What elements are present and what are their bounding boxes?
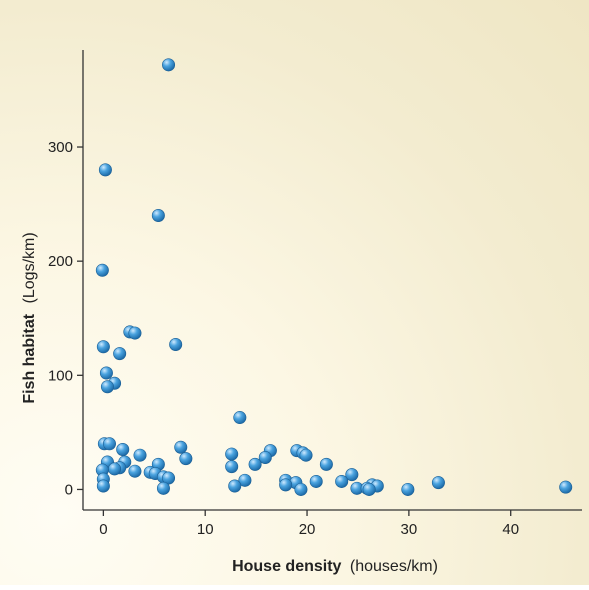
data-point [98,163,112,177]
data-point [431,476,445,490]
data-point [299,448,313,462]
data-point [233,411,247,425]
y-tick-label: 100 [48,367,73,384]
data-point [248,457,262,471]
data-point [96,340,110,354]
data-point [108,462,122,476]
data-point [100,380,114,394]
data-point [294,482,308,496]
data-point [156,481,170,495]
x-axis-title: House density (houses/km) [232,558,438,575]
data-point [95,263,109,277]
data-point [162,58,176,72]
data-point [116,443,130,457]
data-point [179,452,193,466]
data-point [279,478,293,492]
data-point [559,480,573,494]
data-point [335,474,349,488]
data-point [174,440,188,454]
data-point [309,474,323,488]
x-axis-title-unit: (houses/km) [350,558,438,575]
data-point [169,337,183,351]
y-axis-title-unit: (Logs/km) [21,232,38,303]
data-point [319,457,333,471]
x-tick-label: 10 [197,521,214,538]
data-point [99,366,113,380]
data-point [225,447,239,461]
data-point [225,460,239,474]
y-tick-label: 300 [48,139,73,156]
data-point [258,450,272,464]
data-point [151,209,165,223]
data-point [238,473,252,487]
y-tick-label: 200 [48,253,73,270]
y-tick-label: 0 [65,481,73,498]
x-tick-label: 0 [99,521,107,538]
data-point [228,479,242,493]
x-axis-title-main: House density [232,558,341,575]
data-point [102,437,116,451]
x-tick-label: 40 [502,521,519,538]
y-axis-title: Fish habitat (Logs/km) [21,232,38,403]
x-tick-label: 20 [299,521,316,538]
data-point [133,448,147,462]
axes [82,50,582,511]
x-tick-label: 30 [401,521,418,538]
data-point [401,482,415,496]
tick-marks [77,146,512,516]
data-point [96,479,110,493]
data-point [128,326,142,340]
tick-labels: 0 10 20 30 40 0 100 200 300 [48,139,519,538]
data-point [162,471,176,485]
data-point [362,482,376,496]
data-point [113,347,127,361]
data-point [345,468,359,482]
data-point [128,464,142,478]
y-axis-title-main: Fish habitat [21,313,38,403]
data-points [95,58,573,496]
